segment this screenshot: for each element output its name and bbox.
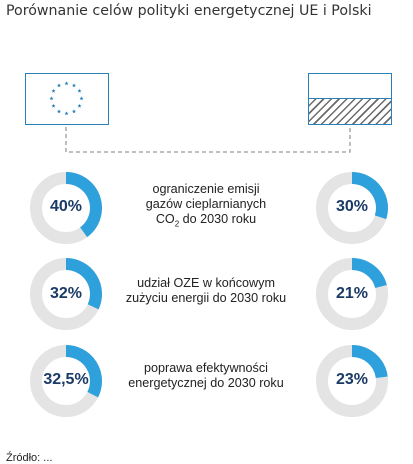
eu-star-icon xyxy=(49,96,54,101)
pl-donut-arc-0 xyxy=(351,172,388,220)
category-2-line1: poprawa efektywności xyxy=(144,361,268,375)
eu-value-label-2: 32,5% xyxy=(43,371,89,388)
category-0-line2: gazów cieplarnianych xyxy=(145,197,267,211)
co2-subscript: 2 xyxy=(174,219,180,229)
poland-flag xyxy=(308,73,392,125)
category-2-line2: energetycznej do 2030 roku xyxy=(128,376,284,390)
eu-star-icon xyxy=(56,109,62,114)
eu-star-icon xyxy=(71,109,77,114)
eu-value-label-0: 40% xyxy=(49,198,83,215)
pl-donut-arc-1 xyxy=(351,258,387,289)
eu-donut-arc-2 xyxy=(65,345,102,398)
pl-value-label-2: 23% xyxy=(335,371,369,388)
eu-star-icon xyxy=(77,88,82,93)
category-0-line3: CO2 do 2030 roku xyxy=(112,212,300,232)
pl-value-label-0: 30% xyxy=(335,198,369,215)
eu-star-icon xyxy=(64,81,69,86)
eu-star-icon xyxy=(79,96,84,101)
category-0-line1: ograniczenie emisji xyxy=(152,182,260,196)
eu-donut-arc-1 xyxy=(65,258,102,310)
chart-title: Porównanie celów polityki energetycznej … xyxy=(6,3,372,19)
eu-star-icon xyxy=(64,111,69,116)
eu-star-icon xyxy=(51,103,56,108)
eu-donut-arc-0 xyxy=(65,172,102,238)
eu-value-label-1: 32% xyxy=(49,285,83,302)
co2-label: CO xyxy=(155,212,175,226)
category-0-description: ograniczenie emisji gazów cieplarnianych… xyxy=(112,182,300,232)
pl-donut-arc-2 xyxy=(351,345,388,379)
category-1-line1: udział OZE w końcowym xyxy=(137,276,275,290)
category-2-description: poprawa efektywności energetycznej do 20… xyxy=(112,361,300,391)
source-label: Źródło: ... xyxy=(6,452,53,464)
category-1-line2: zużyciu energii do 2030 roku xyxy=(125,291,287,305)
pl-value-label-1: 21% xyxy=(335,285,369,302)
eu-star-icon xyxy=(71,83,77,88)
eu-flag xyxy=(25,73,109,125)
eu-stars-icon xyxy=(49,81,84,116)
eu-star-icon xyxy=(77,103,82,108)
poland-flag-white xyxy=(309,74,391,99)
eu-star-icon xyxy=(51,88,56,93)
eu-star-icon xyxy=(56,83,62,88)
category-0-line3-tail: do 2030 roku xyxy=(179,212,257,226)
category-1-description: udział OZE w końcowym zużyciu energii do… xyxy=(112,276,300,306)
poland-flag-red-hatched xyxy=(309,99,391,124)
